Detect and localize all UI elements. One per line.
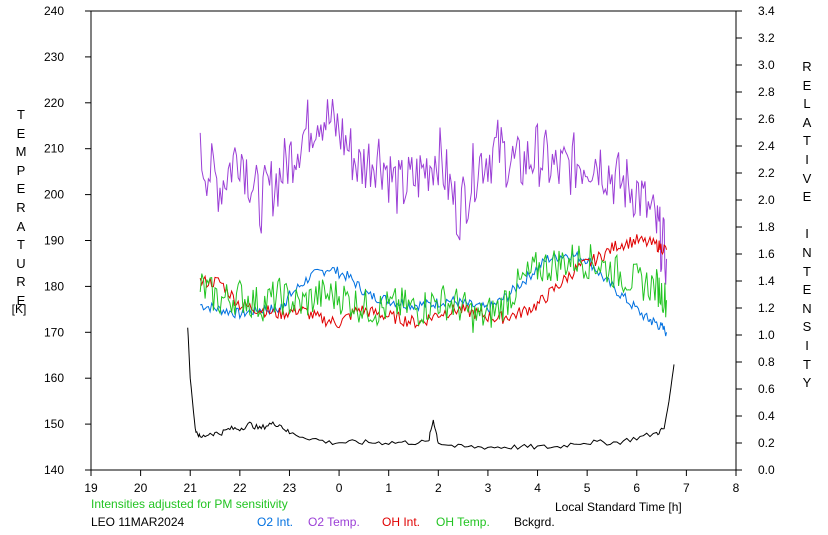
y-right-tick-label: 2.0 — [758, 193, 775, 207]
legend-entry: O2 Temp. — [308, 515, 360, 529]
y-axis-left-unit: [K] — [11, 302, 27, 316]
y-right-tick-label: 3.2 — [758, 31, 775, 45]
x-tick-label: 21 — [184, 481, 198, 495]
y-right-tick-label: 1.6 — [758, 247, 775, 261]
y-right-tick-label: 0.6 — [758, 382, 775, 396]
y-left-tick-label: 220 — [44, 96, 64, 110]
y-right-tick-label: 2.2 — [758, 166, 775, 180]
axis-label-letter: T — [17, 107, 25, 122]
axis-label-letter: N — [802, 300, 812, 316]
axis-label-letter: I — [805, 151, 809, 167]
axis-label-letter: A — [16, 218, 26, 234]
axis-label-letter — [800, 207, 814, 226]
axis-label-letter: P — [16, 162, 26, 178]
legend-entry: OH Temp. — [436, 515, 490, 529]
axis-label-letter: R — [16, 199, 26, 215]
axis-label-letter: T — [803, 133, 811, 149]
y-right-tick-label: 1.4 — [758, 274, 775, 288]
y-right-tick-label: 1.2 — [758, 301, 775, 315]
y-right-tick-label: 2.8 — [758, 85, 775, 99]
axis-label-letter: T — [803, 356, 811, 372]
y-right-tick-label: 3.0 — [758, 58, 775, 72]
x-tick-label: 22 — [233, 481, 247, 495]
x-tick-label: 1 — [385, 481, 392, 495]
x-tick-label: 3 — [485, 481, 492, 495]
x-tick-label: 8 — [733, 481, 740, 495]
subtitle: Intensities adjusted for PM sensitivity — [91, 497, 288, 511]
y-left-tick-label: 160 — [44, 371, 64, 385]
series-lines — [187, 99, 675, 450]
x-tick-label: 23 — [283, 481, 297, 495]
y-left-tick-label: 170 — [44, 325, 64, 339]
x-tick-label: 6 — [633, 481, 640, 495]
y-right-tick-label: 2.4 — [758, 139, 775, 153]
series-line-o2-int — [200, 250, 667, 337]
y-right-tick-label: 0.0 — [758, 463, 775, 477]
legend: O2 Int. O2 Temp. OH Int. OH Temp. Bckgrd. — [257, 515, 555, 529]
axis-label-letter: I — [805, 226, 809, 242]
x-tick-label: 4 — [534, 481, 541, 495]
x-tick-label: 2 — [435, 481, 442, 495]
y-left-tick-label: 240 — [44, 4, 64, 18]
y-axis-left: 140 150 160 170 180 190 200 210 220 230 240 — [44, 4, 91, 477]
axis-label-letter: I — [805, 337, 809, 353]
y-left-tick-label: 200 — [44, 188, 64, 202]
y-right-tick-label: 2.6 — [758, 112, 775, 126]
series-line-o2-temp — [199, 99, 667, 285]
axis-label-letter: T — [17, 237, 25, 253]
y-right-tick-label: 3.4 — [758, 4, 775, 18]
x-tick-label: 20 — [134, 481, 148, 495]
axis-label-letter: A — [802, 114, 812, 130]
y-left-tick-label: 180 — [44, 279, 64, 293]
axis-label-letter: M — [15, 144, 27, 160]
y-right-tick-label: 0.2 — [758, 436, 775, 450]
axis-label-letter: L — [803, 96, 811, 112]
axis-label-letter: E — [802, 282, 812, 298]
y-right-tick-label: 1.0 — [758, 328, 775, 342]
series-line-oh-int — [199, 234, 667, 329]
x-axis-label: Local Standard Time [h] — [555, 500, 682, 514]
y-left-tick-label: 230 — [44, 50, 64, 64]
axis-label-letter: Y — [802, 375, 812, 391]
series-line-oh-temp — [199, 244, 667, 333]
legend-entry: O2 Int. — [257, 515, 293, 529]
y-right-tick-label: 0.4 — [758, 409, 775, 423]
axis-label-letter: R — [16, 274, 26, 290]
axis-label-letter: E — [16, 125, 26, 141]
y-left-tick-label: 190 — [44, 234, 64, 248]
axis-label-letter: E — [16, 292, 26, 308]
axis-label-letter: E — [802, 77, 812, 93]
x-axis: 19 20 21 22 23 0 1 2 3 4 5 6 7 8 — [84, 470, 740, 495]
y-left-tick-label: 150 — [44, 417, 64, 431]
axis-label-letter: N — [802, 244, 812, 260]
axis-label-letter: E — [802, 189, 812, 205]
x-tick-label: 5 — [584, 481, 591, 495]
y-right-tick-label: 0.8 — [758, 355, 775, 369]
axis-label-letter: S — [802, 319, 812, 335]
axis-label-letter: U — [16, 255, 26, 271]
station-date-label: LEO 11MAR2024 — [91, 515, 184, 529]
axis-label-letter: T — [803, 263, 811, 279]
y-axis-right: 0.0 0.2 0.4 0.6 0.8 1.0 1.2 1.4 1.6 1.8 2.0 2.2 2.4 2… — [736, 4, 775, 477]
axis-label-letter: E — [16, 181, 26, 197]
series-line-bckgrd — [187, 327, 675, 450]
y-left-tick-label: 210 — [44, 142, 64, 156]
legend-entry: OH Int. — [382, 515, 420, 529]
axis-label-letter: R — [802, 59, 812, 74]
axis-label-letter: V — [802, 170, 812, 186]
x-tick-label: 7 — [683, 481, 690, 495]
y-left-tick-label: 140 — [44, 463, 64, 477]
y-right-tick-label: 1.8 — [758, 220, 775, 234]
x-tick-label: 19 — [84, 481, 98, 495]
legend-entry: Bckgrd. — [514, 515, 555, 529]
x-tick-label: 0 — [336, 481, 343, 495]
